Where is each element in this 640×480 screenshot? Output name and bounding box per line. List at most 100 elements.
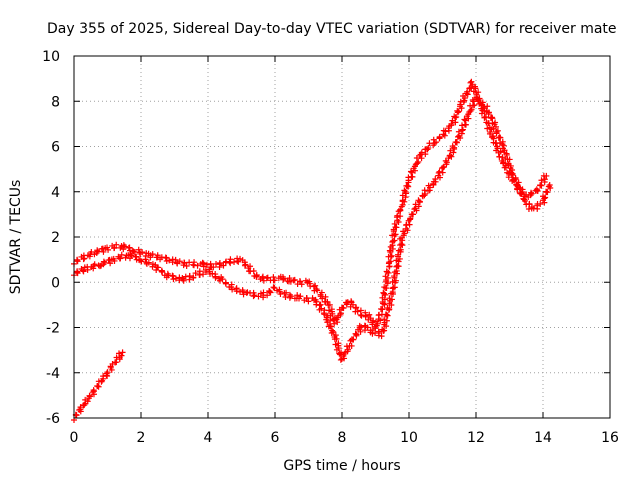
data-point-plus (471, 102, 478, 109)
data-point-plus (337, 356, 344, 363)
data-point-plus (319, 295, 326, 302)
data-point-plus (362, 313, 369, 320)
data-point-plus (406, 221, 413, 228)
data-point-plus (354, 308, 361, 315)
data-point-plus (126, 244, 133, 251)
data-point-plus (421, 192, 428, 199)
data-point-plus (317, 301, 324, 308)
data-point-plus (407, 168, 414, 175)
data-point-plus (200, 260, 207, 267)
data-point-plus (448, 120, 455, 127)
data-point-plus (320, 310, 327, 317)
data-point-plus (335, 345, 342, 352)
data-point-plus (81, 255, 88, 262)
data-point-plus (537, 200, 544, 207)
data-point-plus (88, 249, 95, 256)
data-point-plus (448, 153, 455, 160)
data-point-plus (474, 96, 481, 103)
data-point-plus (384, 304, 391, 311)
data-points (71, 78, 554, 423)
data-point-plus (481, 105, 488, 112)
data-point-plus (366, 311, 373, 318)
data-point-plus (154, 252, 161, 259)
data-point-plus (240, 291, 247, 298)
data-point-plus (381, 290, 388, 297)
data-point-plus (541, 176, 548, 183)
data-point-plus (166, 257, 173, 264)
data-point-plus (454, 107, 461, 114)
data-point-plus (400, 232, 407, 239)
data-point-plus (387, 249, 394, 256)
y-tick-label: 8 (51, 94, 60, 110)
data-point-plus (433, 139, 440, 146)
data-point-plus (263, 275, 270, 282)
data-point-plus (358, 324, 365, 331)
data-point-plus (199, 259, 206, 266)
data-point-plus (183, 263, 190, 270)
data-point-plus (86, 392, 93, 399)
data-point-plus (357, 328, 364, 335)
data-point-plus (405, 179, 412, 186)
data-point-plus (191, 259, 198, 266)
data-point-plus (332, 341, 339, 348)
data-point-plus (427, 184, 434, 191)
data-point-plus (241, 262, 248, 269)
data-point-plus (176, 258, 183, 265)
data-point-plus (172, 256, 179, 263)
data-point-plus (436, 135, 443, 142)
data-point-plus (282, 293, 289, 300)
data-point-plus (216, 259, 223, 266)
data-point-plus (219, 276, 226, 283)
data-point-plus (306, 278, 313, 285)
data-point-plus (196, 268, 203, 275)
data-point-plus (500, 142, 507, 149)
data-point-plus (383, 317, 390, 324)
y-tick-label: 10 (42, 49, 60, 65)
data-point-plus (142, 256, 149, 263)
data-point-plus (105, 246, 112, 253)
data-point-plus (537, 182, 544, 189)
data-point-plus (179, 274, 186, 281)
y-tick-label: 6 (51, 140, 60, 156)
data-point-plus (388, 253, 395, 260)
data-point-plus (318, 305, 325, 312)
data-point-plus (408, 211, 415, 218)
data-point-plus (464, 113, 471, 120)
data-point-plus (515, 179, 522, 186)
data-point-plus (77, 406, 84, 413)
data-point-plus (546, 181, 553, 188)
data-point-plus (388, 252, 395, 259)
data-point-plus (471, 83, 478, 90)
data-point-plus (379, 326, 386, 333)
data-point-plus (118, 352, 125, 359)
data-point-plus (441, 132, 448, 139)
data-point-plus (418, 155, 425, 162)
data-point-plus (137, 257, 144, 264)
data-point-plus (383, 323, 390, 330)
data-point-plus (534, 202, 541, 209)
data-point-plus (276, 286, 283, 293)
data-point-plus (543, 188, 550, 195)
data-point-plus (327, 317, 334, 324)
data-point-plus (451, 144, 458, 151)
data-point-plus (128, 252, 135, 259)
data-point-plus (237, 255, 244, 262)
data-point-plus (404, 227, 411, 234)
data-point-plus (412, 201, 419, 208)
data-point-plus (452, 139, 459, 146)
data-point-plus (147, 254, 154, 261)
data-point-plus (390, 284, 397, 291)
data-point-plus (312, 296, 319, 303)
data-point-plus (277, 291, 284, 298)
y-tick-label: -4 (46, 366, 60, 382)
data-point-plus (349, 301, 356, 308)
data-point-plus (94, 382, 101, 389)
data-point-plus (377, 305, 384, 312)
y-tick-label: 2 (51, 230, 60, 246)
data-point-plus (297, 293, 304, 300)
data-point-plus (138, 258, 145, 265)
data-point-plus (499, 145, 506, 152)
data-point-plus (376, 329, 383, 336)
data-point-plus (340, 352, 347, 359)
data-point-plus (73, 257, 80, 264)
